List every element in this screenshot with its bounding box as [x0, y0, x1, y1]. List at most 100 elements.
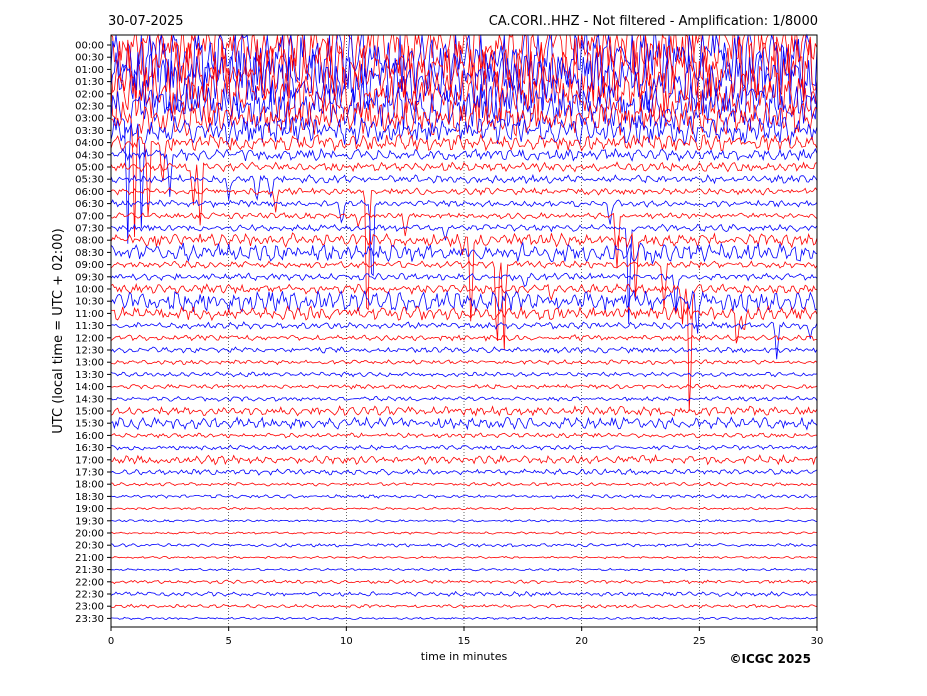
trace-1100	[110, 304, 818, 344]
trace-0100	[110, 35, 818, 103]
vertical-grid	[228, 35, 700, 627]
trace-2330	[110, 616, 818, 621]
row-label: 20:00	[75, 529, 104, 540]
x-axis-ticks: 0 5 10 15 20 25 30	[108, 627, 824, 647]
row-label: 15:30	[75, 419, 104, 430]
x-axis-label: time in minutes	[421, 650, 508, 663]
chart-date: 30-07-2025	[108, 14, 184, 29]
row-label: 02:30	[75, 102, 104, 113]
trace-2300	[110, 603, 818, 609]
x-tick-label: 30	[811, 636, 824, 647]
trace-1530	[110, 416, 818, 431]
row-label: 13:30	[75, 370, 104, 381]
row-label: 03:30	[75, 126, 104, 137]
x-tick-label: 0	[108, 636, 114, 647]
trace-0930	[110, 272, 818, 313]
x-tick-label: 20	[575, 636, 588, 647]
trace-0200	[110, 65, 818, 123]
row-label: 19:30	[75, 516, 104, 527]
trace-0430	[110, 147, 818, 197]
y-axis-label: UTC (local time = UTC + 02:00)	[51, 228, 66, 433]
row-label: 08:00	[75, 236, 104, 247]
trace-0900	[110, 260, 818, 351]
x-tick-label: 5	[225, 636, 231, 647]
row-label: 00:00	[75, 41, 104, 52]
row-label: 07:00	[75, 211, 104, 222]
row-label: 06:00	[75, 187, 104, 198]
row-label: 03:00	[75, 114, 104, 125]
trace-1630	[110, 444, 818, 451]
row-label: 22:30	[75, 590, 104, 601]
trace-1930	[110, 519, 818, 523]
row-label: 23:30	[75, 614, 104, 625]
row-label: 16:30	[75, 443, 104, 454]
trace-0600	[110, 187, 818, 311]
row-label: 06:30	[75, 199, 104, 210]
trace-1000	[110, 283, 818, 412]
trace-2230	[110, 590, 818, 598]
x-tick-label: 10	[340, 636, 353, 647]
trace-0530	[110, 173, 818, 201]
row-label: 07:30	[75, 224, 104, 235]
trace-0400	[110, 133, 818, 216]
row-label: 02:00	[75, 89, 104, 100]
trace-1200	[110, 334, 818, 342]
row-label: 04:30	[75, 150, 104, 161]
row-label: 12:00	[75, 333, 104, 344]
trace-1030	[110, 289, 818, 334]
plot-frame	[110, 34, 818, 628]
row-label: 17:30	[75, 468, 104, 479]
trace-1700	[110, 453, 818, 466]
row-label: 01:30	[75, 77, 104, 88]
x-tick-label: 15	[458, 636, 471, 647]
trace-2030	[110, 542, 818, 548]
row-label: 14:30	[75, 394, 104, 405]
trace-1900	[110, 506, 818, 511]
trace-0830	[110, 241, 818, 266]
row-label: 16:00	[75, 431, 104, 442]
row-label: 14:00	[75, 382, 104, 393]
trace-1730	[110, 468, 818, 476]
row-label: 09:30	[75, 272, 104, 283]
row-label: 11:00	[75, 309, 104, 320]
trace-2000	[110, 531, 818, 535]
row-label: 00:30	[75, 53, 104, 64]
row-label: 13:00	[75, 358, 104, 369]
trace-1300	[110, 359, 818, 366]
row-label: 09:00	[75, 260, 104, 271]
row-label: 08:30	[75, 248, 104, 259]
row-label: 18:30	[75, 492, 104, 503]
row-label: 05:30	[75, 175, 104, 186]
trace-1600	[110, 432, 818, 439]
row-label: 04:00	[75, 138, 104, 149]
row-label: 12:30	[75, 346, 104, 357]
chart-title: CA.CORI..HHZ - Not filtered - Amplificat…	[489, 14, 818, 29]
row-label: 19:00	[75, 504, 104, 515]
trace-1130	[110, 321, 818, 360]
trace-0330	[110, 115, 818, 229]
trace-0630	[110, 199, 818, 277]
x-tick-label: 25	[693, 636, 706, 647]
trace-0500	[110, 161, 818, 226]
row-label: 21:00	[75, 553, 104, 564]
trace-0700	[110, 211, 818, 269]
row-label: 21:30	[75, 565, 104, 576]
row-label: 20:30	[75, 541, 104, 552]
trace-1800	[110, 481, 817, 487]
row-label: 10:00	[75, 285, 104, 296]
copyright: ©ICGC 2025	[729, 652, 811, 666]
trace-1400	[110, 383, 818, 390]
trace-0130	[110, 50, 818, 113]
trace-2130	[110, 567, 818, 572]
trace-0730	[110, 223, 818, 325]
trace-1230	[110, 346, 818, 354]
trace-1830	[110, 494, 818, 499]
trace-2200	[111, 579, 818, 585]
trace-1500	[110, 405, 818, 417]
row-label: 05:00	[75, 163, 104, 174]
trace-2100	[110, 555, 818, 560]
trace-0300	[110, 100, 818, 238]
row-label: 11:30	[75, 321, 104, 332]
